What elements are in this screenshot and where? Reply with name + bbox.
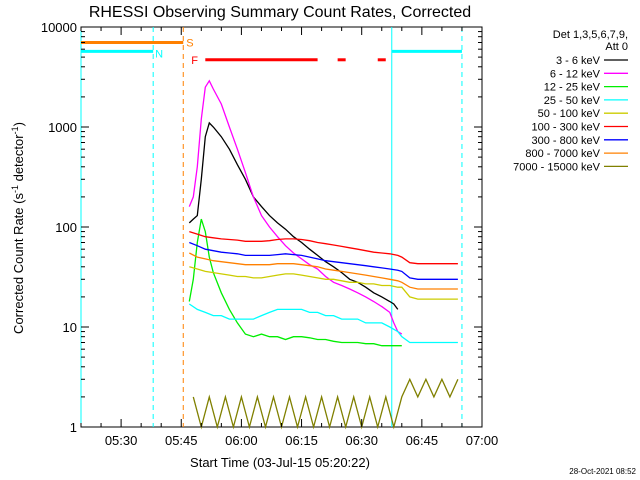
legend-label-8: 7000 - 15000 keV xyxy=(513,161,601,173)
legend-label-5: 100 - 300 keV xyxy=(532,122,601,134)
legend-label-0: 3 - 6 keV xyxy=(556,55,601,67)
saa-flag-label: S xyxy=(186,37,193,49)
y-tick-label: 100 xyxy=(55,220,77,235)
y-axis-label-sup1: -1 xyxy=(10,185,20,193)
timestamp: 28-Oct-2021 08:52 xyxy=(569,467,636,476)
x-tick-label: 05:30 xyxy=(105,433,138,448)
legend-header-1: Det 1,3,5,6,7,9, xyxy=(553,29,628,41)
plot-frame xyxy=(80,26,483,428)
series-line-0 xyxy=(188,121,399,310)
flare-flag-label: F xyxy=(191,55,198,67)
legend-label-2: 12 - 25 keV xyxy=(544,82,601,94)
x-tick-label: 05:45 xyxy=(165,433,198,448)
x-tick-label: 06:45 xyxy=(406,433,439,448)
y-axis-label-sup2: -1 xyxy=(10,126,20,134)
legend-label-4: 50 - 100 keV xyxy=(538,108,601,120)
x-tick-label: 06:30 xyxy=(345,433,378,448)
x-tick-label: 06:15 xyxy=(285,433,318,448)
series-line-2 xyxy=(188,218,402,347)
series-line-7 xyxy=(189,252,458,290)
legend-header-2: Att 0 xyxy=(605,41,628,53)
plot-area: S N F 05:30 05:45 06:00 06:15 06:30 06:45 07:00 1… xyxy=(41,20,498,448)
tick-layer: 05:30 05:45 06:00 06:15 06:30 06:45 07:00 1 10 10… xyxy=(41,20,498,448)
legend-label-7: 800 - 7000 keV xyxy=(525,148,600,160)
x-axis-label: Start Time (03-Jul-15 05:20:22) xyxy=(190,455,370,470)
y-tick-label: 1 xyxy=(70,420,77,435)
series-line-3 xyxy=(188,303,458,344)
series-layer xyxy=(188,79,459,430)
y-axis-label-mid: detector xyxy=(11,134,26,185)
series-line-1 xyxy=(188,79,403,335)
series-line-6 xyxy=(189,241,458,280)
y-tick-label: 1000 xyxy=(48,120,77,135)
flag-layer: S N F xyxy=(80,27,463,427)
y-axis-label-end: ) xyxy=(11,122,26,126)
series-line-5 xyxy=(189,230,458,265)
y-tick-label: 10000 xyxy=(41,20,77,35)
night-flag-label: N xyxy=(155,48,163,60)
series-line-8 xyxy=(192,377,459,430)
chart-title: RHESSI Observing Summary Count Rates, Co… xyxy=(89,4,471,21)
legend-label-6: 300 - 800 keV xyxy=(532,135,601,147)
series-line-4 xyxy=(189,266,458,300)
x-tick-label: 07:00 xyxy=(466,433,499,448)
legend-label-1: 6 - 12 keV xyxy=(550,68,601,80)
y-axis-label-main: Corrected Count Rate (s xyxy=(11,193,26,334)
x-tick-label: 06:00 xyxy=(225,433,258,448)
y-axis-label: Corrected Count Rate (s-1 detector-1) xyxy=(10,122,26,334)
legend-label-3: 25 - 50 keV xyxy=(544,95,601,107)
y-tick-label: 10 xyxy=(63,320,77,335)
